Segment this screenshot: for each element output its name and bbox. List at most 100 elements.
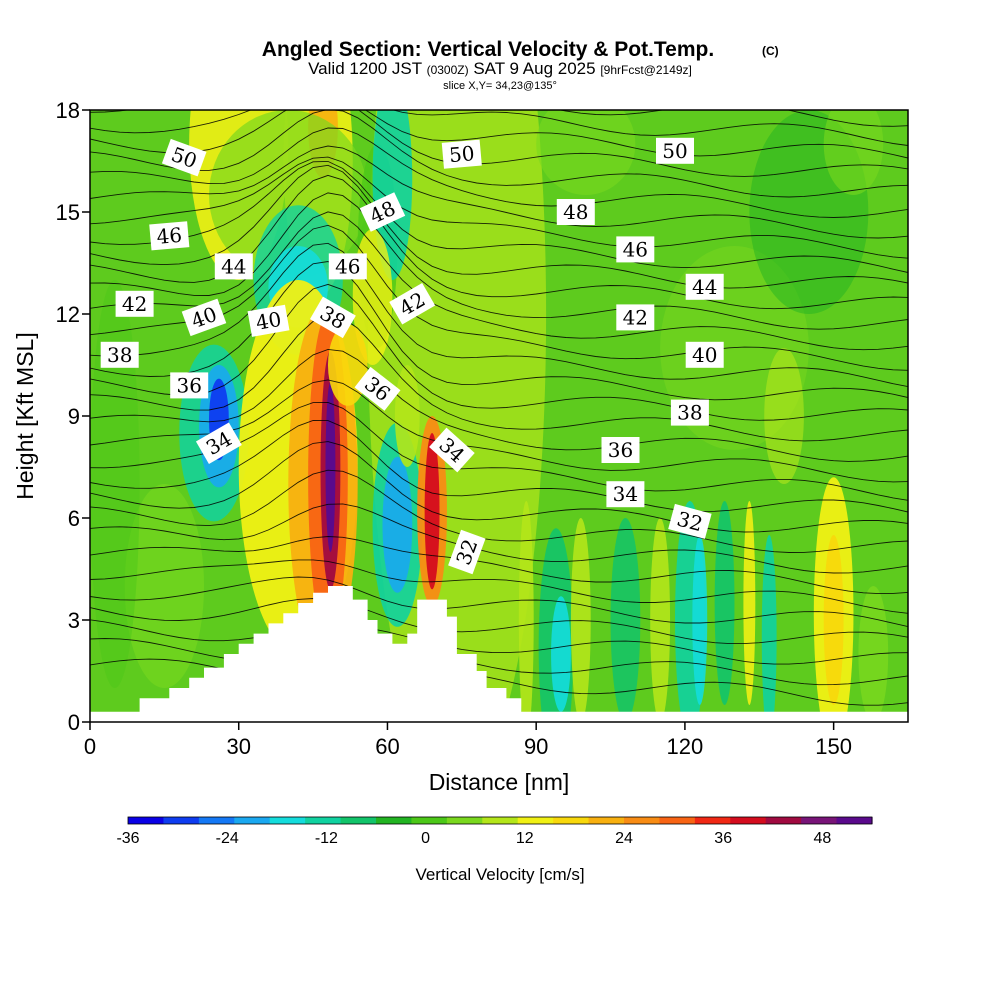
colorbar-swatch <box>128 817 165 824</box>
contour-label-box <box>170 372 209 399</box>
contour-label: 36 <box>601 437 640 463</box>
isentrope-line <box>90 420 908 513</box>
x-tick-label: 90 <box>524 734 548 759</box>
y-tick-label: 12 <box>56 302 80 327</box>
contour-label-text: 50 <box>448 141 475 167</box>
colorbar-swatch <box>836 817 873 824</box>
contour-label-box <box>149 221 190 251</box>
colorbar-tick-label: 36 <box>714 830 732 847</box>
contour-label-box <box>606 481 645 508</box>
subtitle-date: SAT 9 Aug 2025 <box>473 59 595 78</box>
isentrope-line <box>90 110 908 159</box>
terrain-profile <box>90 586 908 722</box>
velocity-cell <box>692 535 708 705</box>
colorbar-tick-label: 48 <box>814 830 832 847</box>
colorbar-tick-label: 24 <box>615 830 633 847</box>
contour-label: 38 <box>100 341 139 368</box>
colorbar-swatch <box>376 817 413 824</box>
contour-label-text: 38 <box>677 401 702 425</box>
velocity-cell <box>570 518 591 722</box>
isentrope-line <box>90 164 908 289</box>
velocity-cell <box>536 110 636 195</box>
contour-label: 36 <box>170 372 209 399</box>
subtitle-valid-time: Valid 1200 JST <box>308 59 422 78</box>
contour-label: 50 <box>656 137 694 164</box>
isentrope-line <box>90 211 908 351</box>
contour-label: 44 <box>214 253 253 280</box>
velocity-cell <box>90 280 140 688</box>
colorbar-swatch <box>269 817 306 824</box>
contour-label: 34 <box>606 481 645 508</box>
isentrope-line <box>90 559 908 614</box>
colorbar-swatch <box>553 817 590 824</box>
contour-label-box <box>309 296 356 339</box>
isentrope-line <box>90 110 908 198</box>
isentrope-line <box>90 145 908 239</box>
y-tick-label: 3 <box>68 608 80 633</box>
contour-label: 32 <box>668 503 712 539</box>
contour-label: 46 <box>616 236 655 263</box>
velocity-cell <box>327 324 368 406</box>
colorbar-tick-label: -12 <box>315 830 338 847</box>
velocity-cell <box>551 596 571 712</box>
contour-label-text: 34 <box>613 482 638 506</box>
contour-label-box <box>656 137 694 164</box>
contour-label-box <box>328 253 367 280</box>
contour-label: 40 <box>685 341 724 368</box>
chart-title-mark: (C) <box>762 44 779 58</box>
contour-label-box <box>685 273 724 300</box>
isentrope-line <box>90 127 908 218</box>
subtitle-utc: (0300Z) <box>427 63 469 77</box>
colorbar-swatch <box>305 817 342 824</box>
y-tick-label: 9 <box>68 404 80 429</box>
contour-label-box <box>161 138 207 177</box>
y-tick-label: 15 <box>56 200 80 225</box>
contour-label-text: 38 <box>107 343 132 367</box>
contour-label-box <box>556 199 595 225</box>
isentrope-line <box>90 598 908 645</box>
velocity-cell <box>823 110 884 195</box>
velocity-cell <box>650 518 671 722</box>
contour-label-text: 50 <box>662 139 687 163</box>
chart-title: Angled Section: Vertical Velocity & Pot.… <box>262 38 714 61</box>
isentrope-line <box>90 469 908 553</box>
isentrope-line <box>90 110 908 177</box>
contour-label-text: 36 <box>176 373 201 397</box>
colorbar-swatch <box>765 817 802 824</box>
y-axis-label: Height [Kft MSL] <box>12 332 38 499</box>
contour-label-box <box>616 236 655 263</box>
y-tick-label: 18 <box>56 98 80 123</box>
contour-label-box <box>670 399 709 426</box>
y-tick-label: 6 <box>68 506 80 531</box>
colorbar-tick-label: -24 <box>216 830 239 847</box>
contour-label-text: 42 <box>623 305 648 329</box>
contour-label-box <box>601 437 640 463</box>
isentrope-line <box>90 192 908 330</box>
x-tick-label: 150 <box>815 734 852 759</box>
contour-label: 46 <box>149 221 190 251</box>
contour-label: 38 <box>670 399 709 426</box>
contour-label-box <box>389 283 436 325</box>
subtitle-forecast: [9hrFcst@2149z] <box>600 63 692 77</box>
contour-label-text: 46 <box>623 237 648 261</box>
colorbar-swatch <box>234 817 271 824</box>
x-tick-label: 0 <box>84 734 96 759</box>
contour-label-box <box>359 192 406 232</box>
isentrope-line <box>90 536 908 595</box>
colorbar-tick-label: 0 <box>421 830 430 847</box>
contour-label-box <box>441 139 482 169</box>
velocity-cell <box>743 501 756 705</box>
contour-label: 50 <box>441 139 482 169</box>
chart-subtitle: Valid 1200 JST (0300Z) SAT 9 Aug 2025 [9… <box>308 59 692 78</box>
contour-label-text: 46 <box>156 223 183 249</box>
x-tick-label: 30 <box>226 734 250 759</box>
colorbar: -36 -24 -12 0 12 24 36 48 <box>116 816 873 847</box>
velocity-cell <box>518 501 534 722</box>
contour-label: 42 <box>115 290 154 317</box>
contour-label: 42 <box>616 304 655 331</box>
velocity-cell <box>761 535 777 722</box>
isentrope-lines <box>90 110 908 706</box>
isentrope-line <box>90 283 908 421</box>
